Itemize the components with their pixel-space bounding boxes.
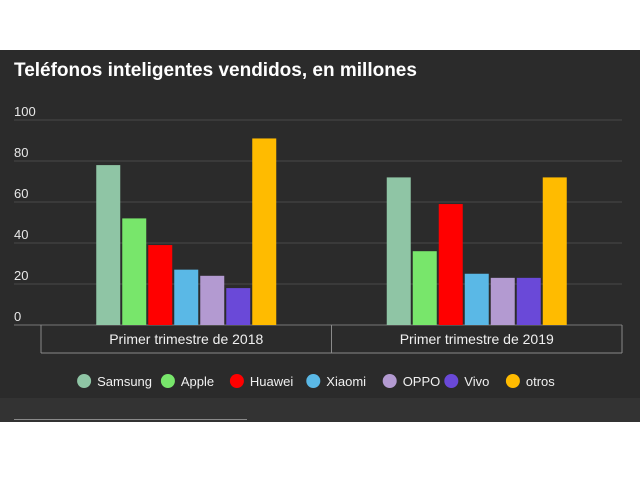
footer-band <box>0 398 640 422</box>
bar-otros-1 <box>252 138 277 325</box>
legend-swatch-samsung <box>77 374 92 388</box>
y-tick-label: 60 <box>14 186 28 201</box>
legend-label: Vivo <box>464 374 489 389</box>
legend-label: OPPO <box>403 374 441 389</box>
x-category-label: Primer trimestre de 2019 <box>400 331 554 347</box>
chart-title: Teléfonos inteligentes vendidos, en mill… <box>14 60 417 81</box>
bar-samsung-2 <box>386 177 411 325</box>
y-tick-label: 80 <box>14 145 28 160</box>
bar-oppo-1 <box>200 275 225 325</box>
legend-swatch-apple <box>160 374 175 388</box>
bar-xiaomi-2 <box>464 273 489 325</box>
y-tick-label: 100 <box>14 104 36 119</box>
bar-vivo-2 <box>516 277 541 325</box>
bar-xiaomi-1 <box>174 269 199 325</box>
bar-apple-1 <box>122 218 147 325</box>
legend-swatch-xiaomi <box>306 374 321 388</box>
legend-label: Apple <box>181 374 214 389</box>
bar-huawei-1 <box>148 245 173 325</box>
bar-samsung-1 <box>96 165 121 325</box>
legend-label: Samsung <box>97 374 152 389</box>
y-tick-label: 0 <box>14 309 21 324</box>
legend-swatch-otros <box>505 374 520 388</box>
y-tick-label: 20 <box>14 268 28 283</box>
legend-swatch-oppo <box>382 374 397 388</box>
bar-vivo-1 <box>226 288 251 325</box>
y-tick-label: 40 <box>14 227 28 242</box>
bar-huawei-2 <box>438 204 463 325</box>
legend-label: Xiaomi <box>326 374 366 389</box>
legend-label: otros <box>526 374 555 389</box>
bar-apple-2 <box>412 251 437 325</box>
legend-swatch-vivo <box>444 374 459 388</box>
footer-divider <box>14 419 247 420</box>
legend-swatch-huawei <box>229 374 244 388</box>
legend-label: Huawei <box>250 374 293 389</box>
bar-oppo-2 <box>490 277 515 325</box>
bar-otros-2 <box>542 177 567 325</box>
x-category-label: Primer trimestre de 2018 <box>109 331 263 347</box>
